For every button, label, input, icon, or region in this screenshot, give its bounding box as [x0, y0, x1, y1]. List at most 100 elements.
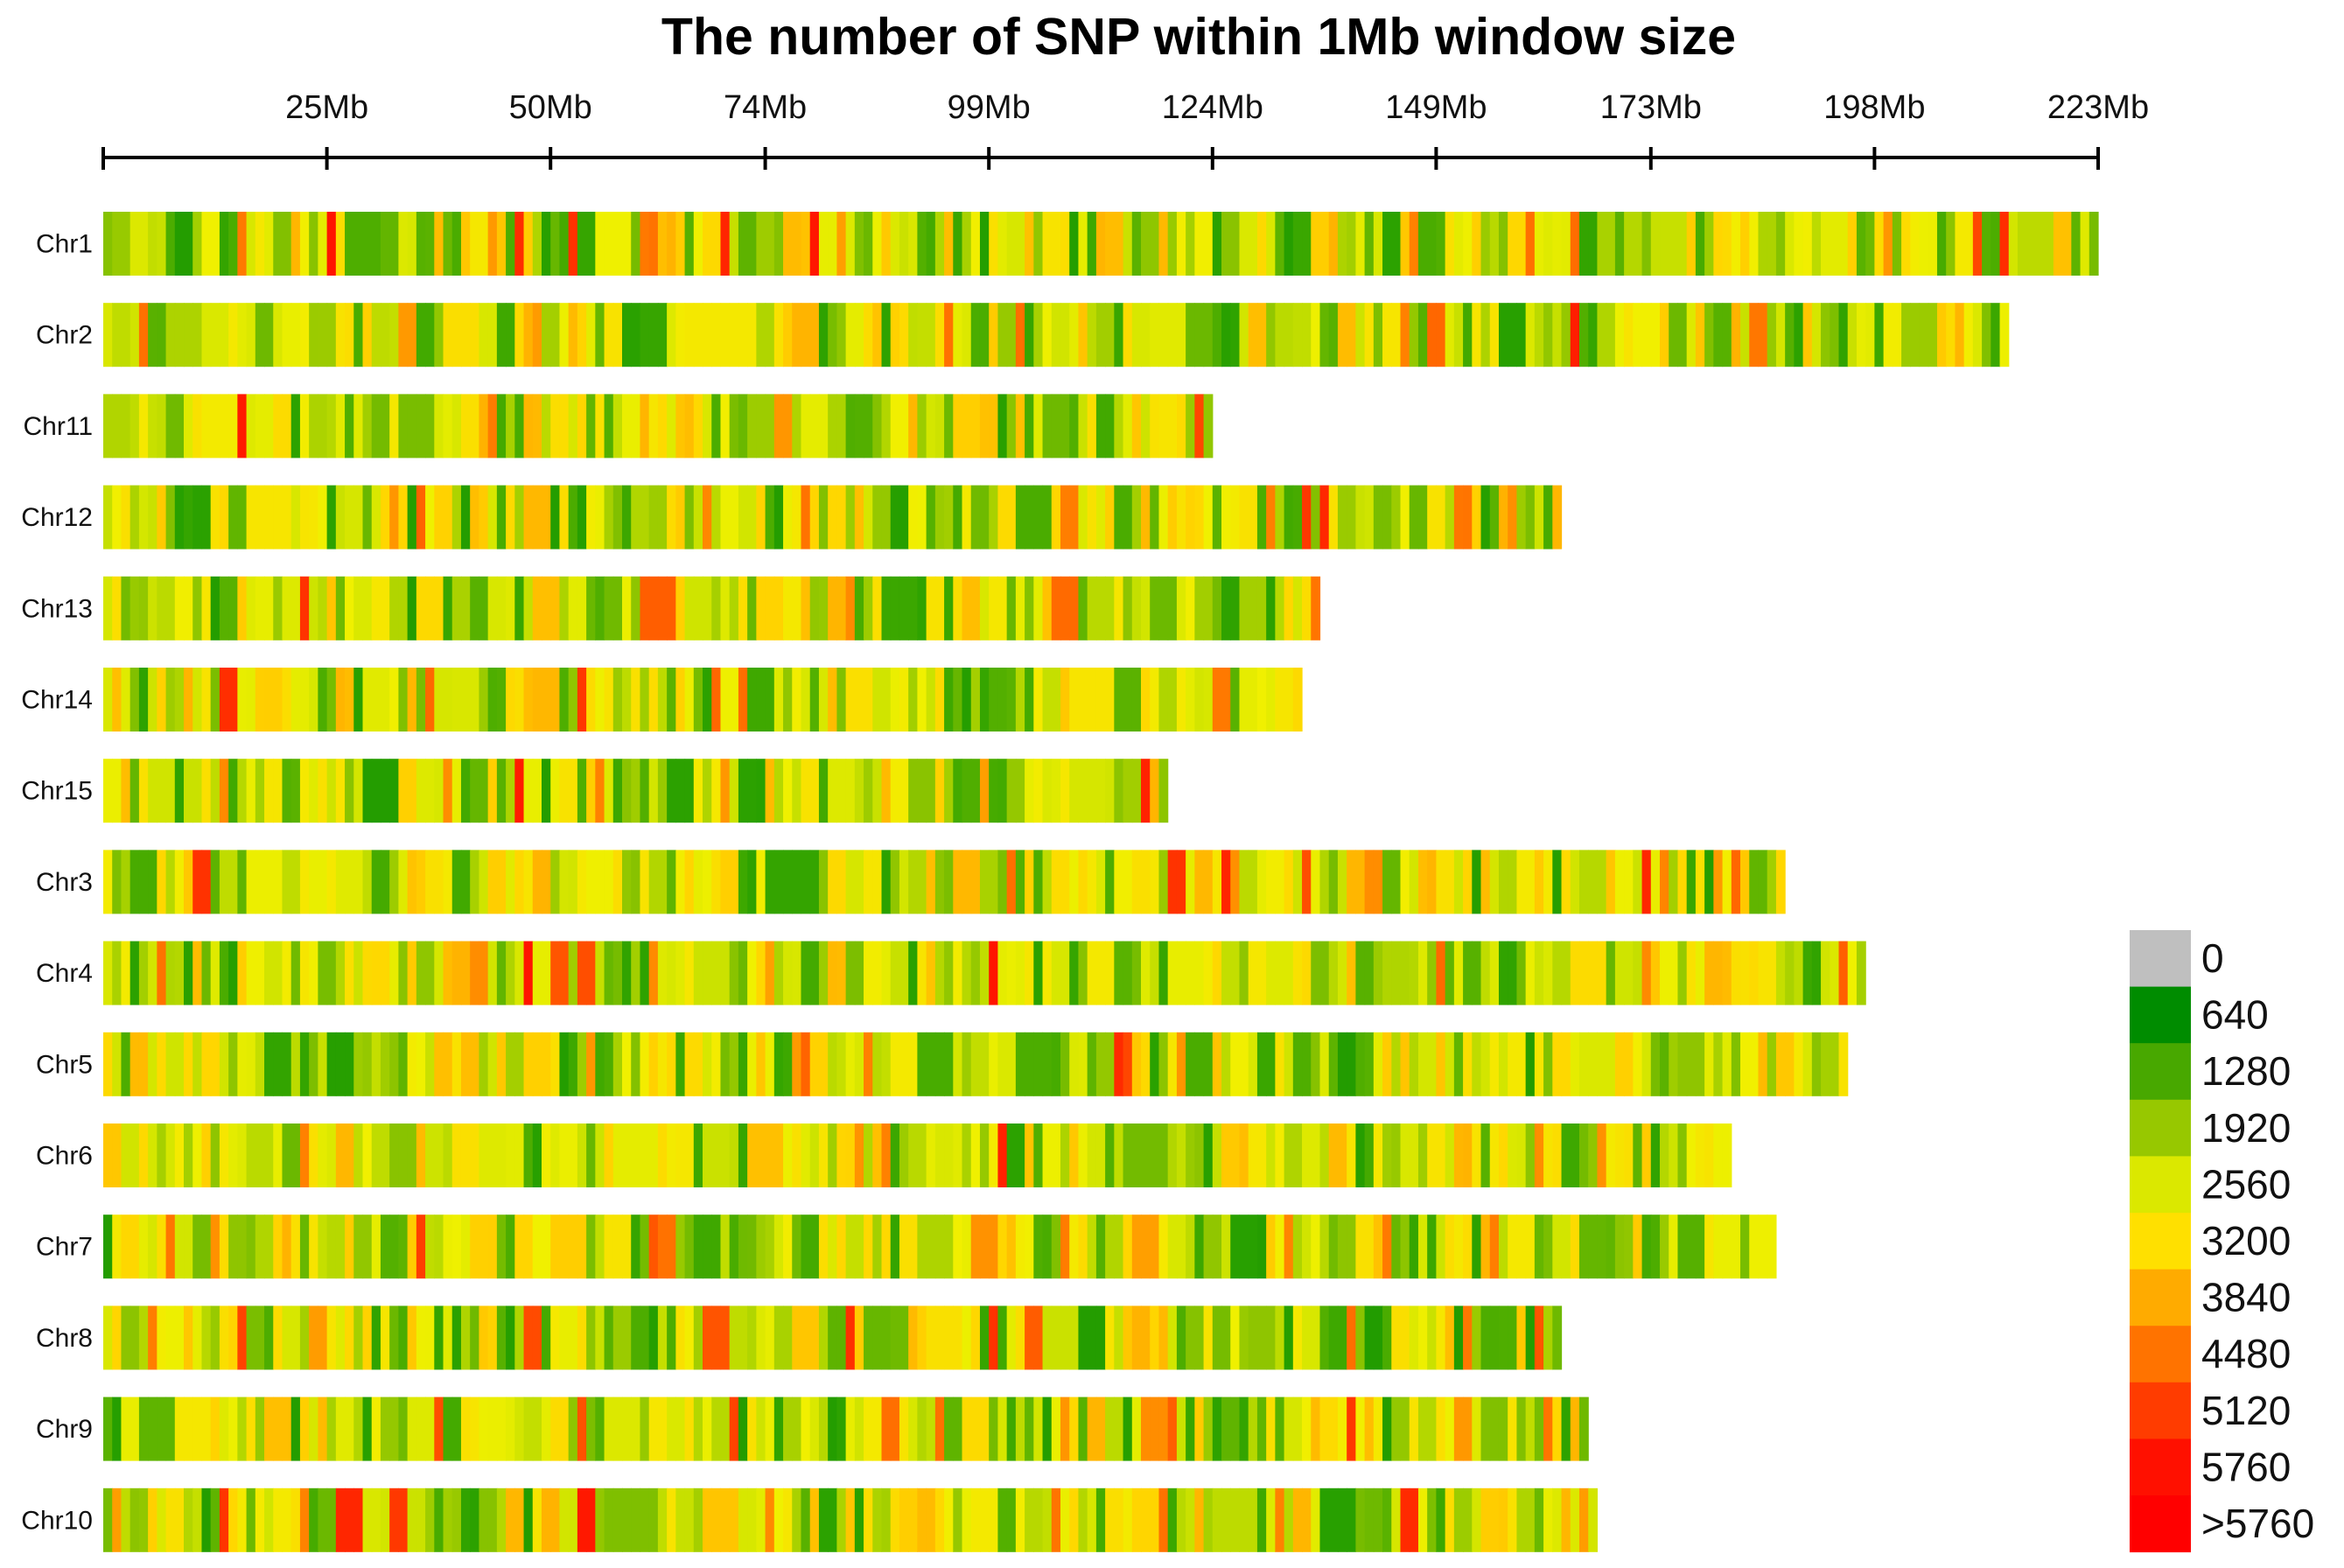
snp-window-cell [165, 1396, 176, 1461]
snp-window-cell [434, 394, 444, 458]
snp-window-cell [129, 850, 140, 914]
snp-window-cell [112, 1488, 122, 1552]
snp-window-cell [148, 212, 157, 276]
snp-window-cell [1838, 212, 1849, 276]
snp-window-cell [1525, 1306, 1536, 1370]
snp-window-cell [371, 759, 381, 823]
snp-window-cell [1141, 1124, 1151, 1187]
snp-window-cell [460, 1396, 471, 1461]
snp-window-cell [1131, 941, 1142, 1005]
snp-window-cell [434, 759, 444, 823]
snp-window-cell [1516, 212, 1527, 276]
snp-window-cell [1051, 1488, 1061, 1552]
snp-window-cell [371, 941, 381, 1005]
snp-window-cell [1186, 668, 1195, 732]
snp-window-cell [1892, 303, 1902, 368]
snp-window-cell [818, 303, 829, 368]
snp-window-cell [362, 1488, 373, 1552]
snp-window-cell [1445, 1306, 1455, 1370]
snp-window-cell [1650, 303, 1661, 368]
snp-window-cell [1614, 850, 1625, 914]
snp-window-cell [693, 759, 703, 823]
legend-label: 640 [2201, 992, 2269, 1038]
snp-window-cell [908, 1032, 918, 1096]
snp-window-cell [836, 759, 847, 823]
snp-window-cell [353, 668, 364, 732]
legend-swatch [2130, 1495, 2191, 1553]
snp-window-cell [684, 668, 695, 732]
snp-window-cell [711, 303, 722, 368]
snp-window-cell [809, 1488, 820, 1552]
snp-window-cell [103, 1396, 113, 1461]
snp-window-cell [1194, 1306, 1205, 1370]
snp-window-cell [979, 759, 990, 823]
snp-window-cell [1489, 303, 1500, 368]
snp-window-cell [1015, 759, 1025, 823]
snp-window-cell [631, 941, 641, 1005]
snp-window-cell [192, 850, 203, 914]
snp-window-cell [997, 1214, 1008, 1279]
snp-window-cell [845, 1032, 856, 1096]
snp-window-cell [1821, 303, 1830, 368]
snp-window-cell [801, 759, 811, 823]
snp-window-cell [290, 1214, 301, 1279]
snp-window-cell [201, 668, 212, 732]
snp-window-cell [1552, 1488, 1563, 1552]
snp-window-cell [345, 485, 354, 550]
snp-window-cell [1203, 212, 1214, 276]
snp-window-cell [1606, 1032, 1616, 1096]
snp-window-cell [944, 759, 954, 823]
snp-window-cell [443, 1214, 453, 1279]
snp-window-cell [783, 850, 793, 914]
snp-window-cell [711, 668, 722, 732]
snp-window-cell [451, 759, 462, 823]
snp-window-cell [845, 941, 856, 1005]
snp-window-cell [657, 394, 668, 458]
snp-window-cell [335, 1488, 346, 1552]
snp-window-cell [1543, 303, 1553, 368]
snp-window-cell [1722, 941, 1732, 1005]
snp-window-cell [756, 759, 766, 823]
snp-window-cell [962, 1214, 972, 1279]
snp-window-cell [1212, 1214, 1222, 1279]
snp-window-cell [506, 1032, 515, 1096]
snp-window-cell [1167, 394, 1178, 458]
snp-window-cell [729, 303, 739, 368]
snp-window-cell [577, 759, 587, 823]
snp-window-cell [506, 576, 515, 640]
snp-window-cell [1821, 1032, 1830, 1096]
snp-window-cell [979, 941, 990, 1005]
snp-window-cell [1472, 303, 1482, 368]
snp-window-cell [1472, 1124, 1482, 1187]
snp-window-cell [407, 668, 417, 732]
snp-window-cell [290, 1396, 301, 1461]
snp-window-cell [157, 212, 167, 276]
snp-window-cell [1534, 485, 1544, 550]
snp-window-cell [765, 668, 775, 732]
snp-window-cell [1498, 1396, 1508, 1461]
snp-window-cell [1051, 1306, 1061, 1370]
snp-window-cell [818, 1488, 829, 1552]
snp-window-cell [541, 850, 551, 914]
snp-window-cell [219, 576, 229, 640]
snp-window-cell [792, 1214, 802, 1279]
snp-window-cell [1167, 1488, 1178, 1552]
snp-window-cell [738, 668, 748, 732]
snp-window-cell [157, 759, 167, 823]
snp-window-cell [1543, 1214, 1553, 1279]
snp-window-cell [407, 1306, 417, 1370]
snp-window-cell [908, 1306, 918, 1370]
snp-window-cell [1767, 212, 1777, 276]
snp-window-cell [1203, 1488, 1214, 1552]
snp-window-cell [783, 941, 793, 1005]
snp-window-cell [326, 212, 337, 276]
snp-window-cell [1417, 941, 1428, 1005]
snp-window-cell [532, 394, 542, 458]
snp-window-cell [917, 1306, 927, 1370]
snp-window-cell [1114, 485, 1124, 550]
snp-window-cell [1311, 303, 1321, 368]
snp-window-cell [864, 1396, 873, 1461]
snp-window-cell [398, 1396, 409, 1461]
snp-window-cell [684, 1214, 695, 1279]
snp-window-cell [997, 212, 1008, 276]
